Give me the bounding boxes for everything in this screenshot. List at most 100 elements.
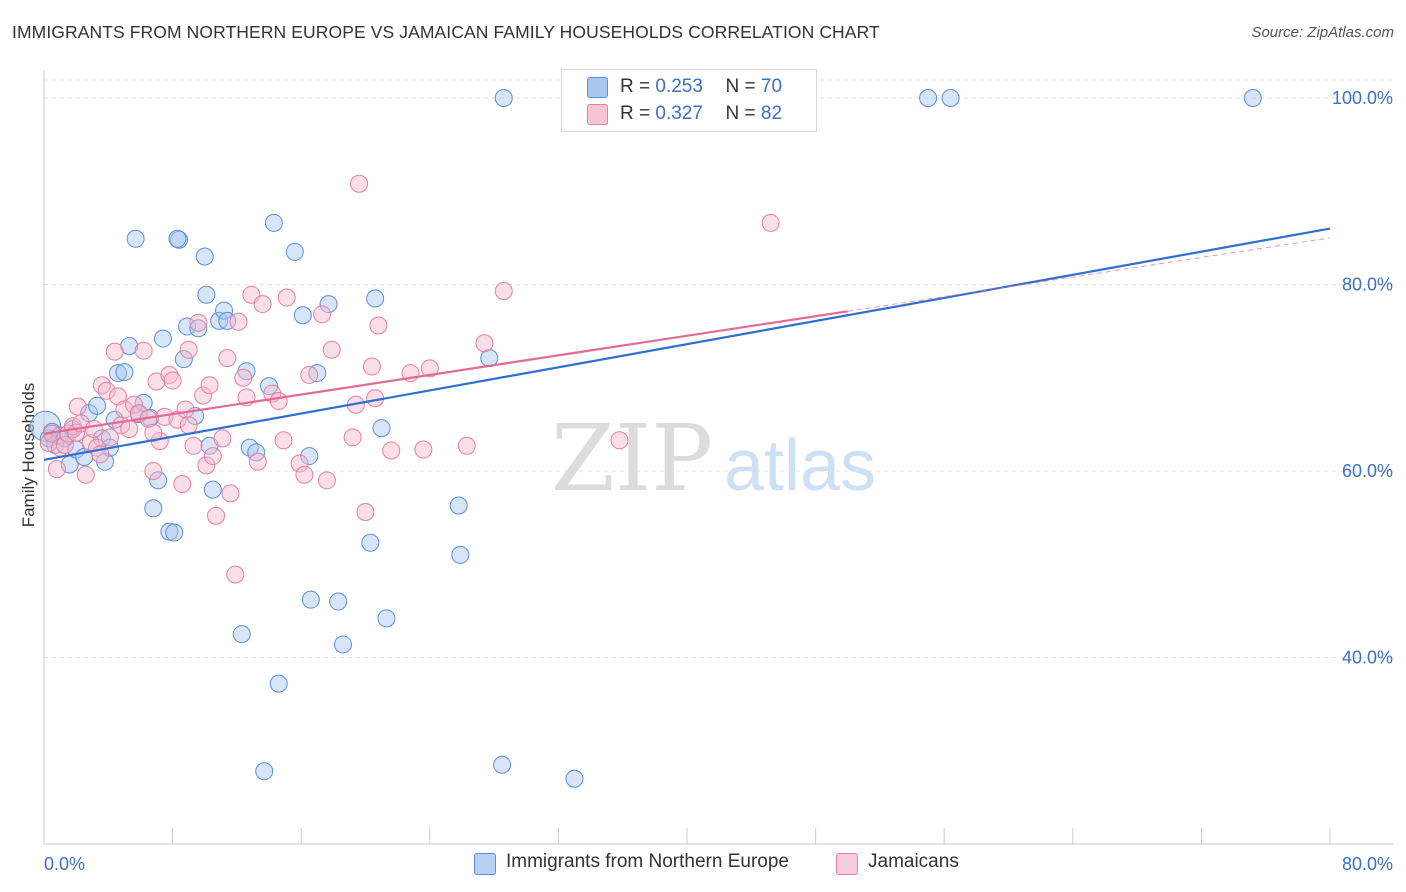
legend-swatch-blue bbox=[587, 77, 608, 98]
data-point bbox=[475, 334, 494, 353]
y-tick-label: 60.0% bbox=[1342, 461, 1393, 481]
tick-labels: 40.0% 60.0% 80.0% 100.0% 0.0% 80.0% bbox=[44, 88, 1393, 874]
data-point bbox=[247, 443, 266, 462]
data-point bbox=[174, 350, 193, 369]
data-point bbox=[350, 174, 369, 193]
data-point bbox=[382, 441, 401, 460]
data-point bbox=[240, 438, 259, 457]
data-point bbox=[213, 429, 232, 448]
data-point bbox=[173, 475, 192, 494]
data-point bbox=[343, 428, 362, 447]
series-blue-points bbox=[30, 88, 1262, 788]
legend-n-label: N = bbox=[725, 76, 756, 97]
data-point bbox=[234, 368, 253, 387]
data-point bbox=[108, 364, 127, 383]
data-point bbox=[176, 400, 195, 419]
data-point bbox=[449, 496, 468, 515]
data-point bbox=[47, 460, 66, 479]
data-point bbox=[120, 420, 139, 439]
data-point bbox=[84, 420, 103, 439]
data-point bbox=[184, 436, 203, 455]
data-point bbox=[163, 371, 182, 390]
data-point bbox=[277, 288, 296, 307]
data-point bbox=[115, 400, 134, 419]
legend-r-value-pink: 0.327 bbox=[655, 103, 703, 124]
axes bbox=[43, 70, 1394, 845]
data-point bbox=[97, 381, 116, 400]
data-point bbox=[165, 523, 184, 542]
data-point bbox=[356, 503, 375, 522]
data-point bbox=[43, 424, 62, 443]
series-pink-points bbox=[39, 174, 780, 584]
data-point bbox=[610, 431, 629, 450]
data-point bbox=[207, 506, 226, 525]
trend-lines bbox=[43, 227, 1331, 461]
data-point bbox=[144, 499, 163, 518]
y-tick-label: 80.0% bbox=[1342, 274, 1393, 294]
chart-title: IMMIGRANTS FROM NORTHERN EUROPE VS JAMAI… bbox=[12, 22, 880, 42]
legend-n-value-blue: 70 bbox=[760, 76, 783, 97]
data-point bbox=[226, 565, 245, 584]
data-point bbox=[493, 755, 512, 774]
data-point bbox=[248, 452, 267, 471]
trend-line-blue bbox=[43, 227, 1331, 461]
bottom-legend-label-blue: Immigrants from Northern Europe bbox=[506, 851, 789, 872]
legend-n-label: N = bbox=[725, 103, 756, 124]
data-point bbox=[414, 440, 433, 459]
data-point bbox=[494, 88, 513, 107]
legend-n-value-pink: 82 bbox=[760, 103, 783, 124]
data-point bbox=[55, 435, 74, 454]
data-point bbox=[129, 404, 148, 423]
data-point bbox=[372, 419, 391, 438]
legend-r-label: R = bbox=[620, 76, 651, 97]
bottom-legend-label-pink: Jamaicans bbox=[868, 851, 959, 872]
data-point bbox=[319, 295, 338, 314]
data-point bbox=[300, 447, 319, 466]
data-point bbox=[329, 592, 348, 611]
source-label: Source: ZipAtlas.com bbox=[1251, 24, 1394, 41]
trend-line-pink bbox=[43, 310, 848, 435]
data-point bbox=[46, 435, 65, 454]
data-point bbox=[221, 484, 240, 503]
watermark-zip: ZIP bbox=[551, 405, 713, 512]
data-point bbox=[203, 480, 222, 499]
data-point bbox=[195, 247, 214, 266]
data-point bbox=[290, 454, 309, 473]
data-point bbox=[232, 625, 251, 644]
data-point bbox=[761, 213, 780, 232]
data-point bbox=[88, 396, 107, 415]
data-point bbox=[178, 317, 197, 336]
data-point bbox=[39, 434, 58, 453]
data-point bbox=[255, 762, 274, 781]
watermark-atlas: atlas bbox=[724, 426, 876, 506]
watermark: ZIP atlas bbox=[551, 405, 876, 512]
data-point bbox=[179, 416, 198, 435]
data-point bbox=[108, 387, 127, 406]
data-point bbox=[1243, 88, 1262, 107]
data-point bbox=[144, 461, 163, 480]
data-point bbox=[295, 465, 314, 484]
data-point bbox=[215, 301, 234, 320]
data-point bbox=[301, 590, 320, 609]
data-point bbox=[100, 428, 119, 447]
data-point bbox=[92, 376, 111, 395]
data-point bbox=[941, 88, 960, 107]
data-point bbox=[285, 242, 304, 261]
data-point bbox=[361, 533, 380, 552]
data-point bbox=[369, 316, 388, 335]
data-point bbox=[105, 342, 124, 361]
data-point bbox=[494, 282, 513, 301]
correlation-legend: R = 0.253 N = 70 R = 0.327 N = 82 bbox=[561, 69, 817, 132]
data-point bbox=[229, 312, 248, 331]
legend-r-value-blue: 0.253 bbox=[655, 76, 703, 97]
data-point bbox=[565, 769, 584, 788]
data-point bbox=[264, 213, 283, 232]
data-point bbox=[333, 635, 352, 654]
legend-swatch-pink bbox=[587, 104, 608, 125]
bottom-legend-swatch-pink bbox=[836, 853, 858, 875]
data-point bbox=[179, 340, 198, 359]
data-point bbox=[197, 456, 216, 475]
data-point bbox=[269, 674, 288, 693]
data-point bbox=[197, 285, 216, 304]
